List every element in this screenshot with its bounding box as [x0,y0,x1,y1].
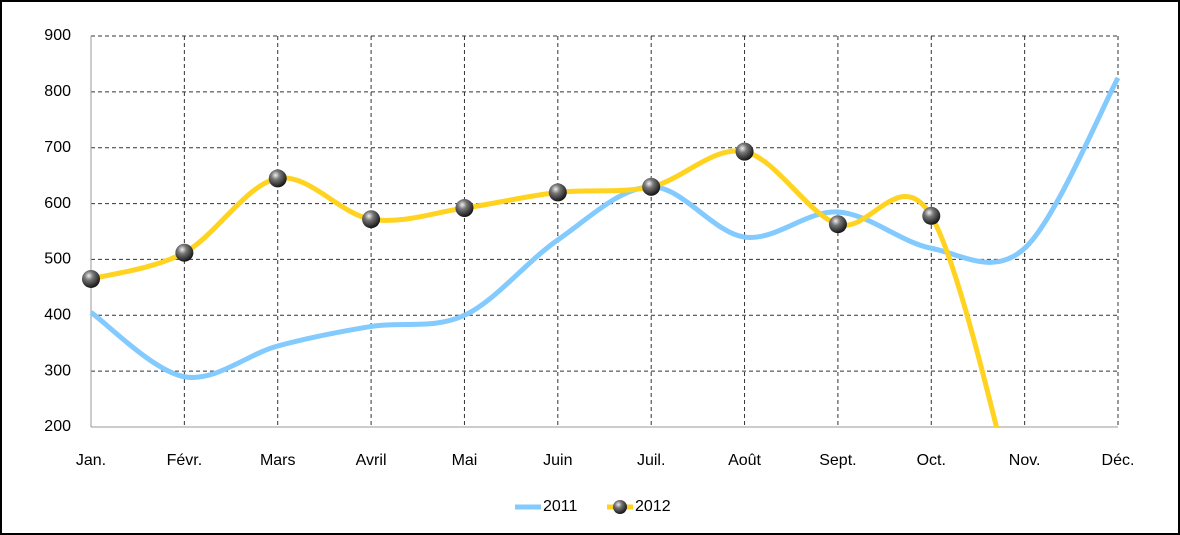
data-point [922,206,941,225]
data-point [735,142,754,161]
data-point [642,177,661,196]
y-tick-label: 800 [44,83,71,100]
y-tick-label: 400 [44,307,71,324]
legend-marker [613,500,627,514]
y-tick-label: 500 [44,251,71,268]
data-point [548,183,567,202]
y-tick-label: 900 [44,27,71,44]
series-line [90,148,1000,428]
x-tick-label: Avril [356,452,387,469]
y-tick-label: 300 [44,362,71,379]
legend-label: 2011 [543,498,578,515]
data-point [268,169,287,188]
legend-label: 2012 [635,498,671,515]
x-tick-label: Oct. [917,452,946,469]
x-tick-label: Juil. [637,452,665,469]
x-tick-label: Déc. [1102,452,1135,469]
x-tick-label: Mars [260,452,296,469]
x-tick-label: Nov. [1009,452,1041,469]
y-tick-label: 600 [44,195,71,212]
data-point [82,269,100,288]
x-tick-label: Jan. [76,452,106,469]
data-point [175,243,194,262]
x-tick-label: Juin [543,452,572,469]
data-point [455,199,474,218]
plot-area [82,76,1121,428]
data-point [828,215,847,234]
data-point [362,210,381,229]
y-tick-label: 700 [44,139,71,156]
y-tick-label: 200 [44,418,71,435]
x-tick-label: Août [728,452,761,469]
x-tick-label: Sept. [819,452,856,469]
x-tick-label: Févr. [167,452,203,469]
series-line [89,76,1121,380]
x-tick-label: Mai [452,452,478,469]
